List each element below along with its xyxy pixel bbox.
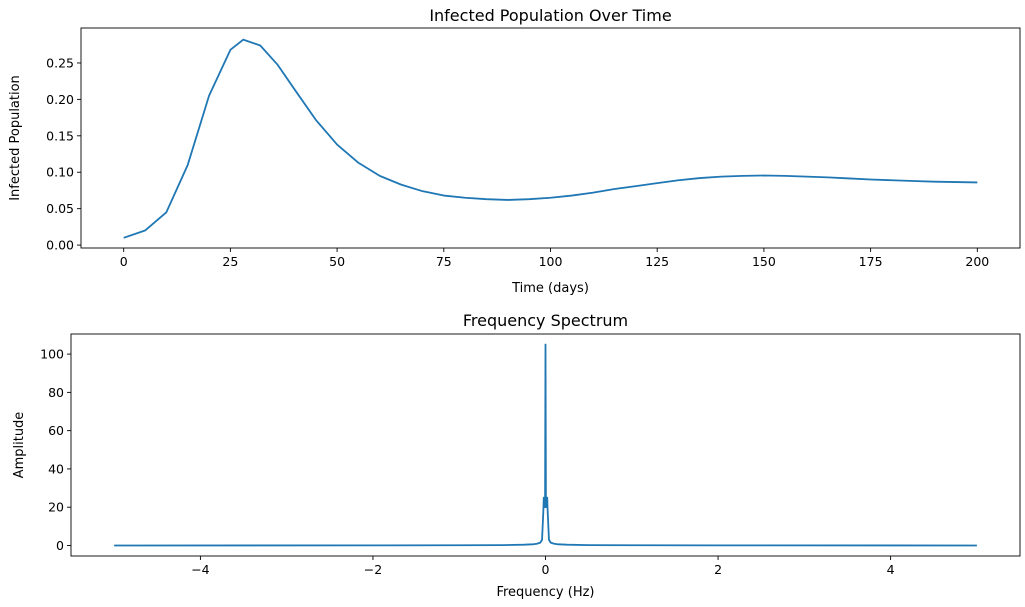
y-tick-label: 0.20 [46,92,74,107]
x-tick-label: 200 [965,254,989,269]
y-tick-label: 100 [40,347,64,362]
x-tick-label: 75 [436,254,452,269]
y-axis-label: Infected Population [8,75,23,201]
x-axis-label: Frequency (Hz) [496,585,594,600]
axes-frame [80,27,1021,249]
y-tick-label: 0.05 [46,201,74,216]
x-tick-label: 0 [542,562,550,577]
x-tick-label: −4 [191,562,209,577]
x-tick-label: 125 [645,254,669,269]
x-tick-label: 4 [887,562,895,577]
y-tick-label: 80 [48,385,64,400]
x-tick-label: −2 [364,562,382,577]
y-tick-label: 0.00 [46,238,74,253]
x-tick-label: 2 [714,562,722,577]
infected-population-chart: 0 25 50 75 100 125 150 175 200 0.00 0.05 0.10 0.15 0.… [8,6,1021,296]
x-tick-label: 25 [222,254,238,269]
x-tick-label: 0 [120,254,128,269]
x-tick-label: 50 [329,254,345,269]
x-tick-label: 175 [859,254,883,269]
chart-title: Infected Population Over Time [429,6,671,25]
x-axis-label: Time (days) [511,281,589,296]
y-tick-label: 60 [48,423,64,438]
series-line [123,38,978,239]
series-line [114,343,977,547]
y-tick-label: 40 [48,461,64,476]
x-tick-label: 150 [752,254,776,269]
y-axis-label: Amplitude [12,412,27,479]
chart-title: Frequency Spectrum [463,311,628,330]
y-tick-label: 0.10 [46,165,74,180]
y-tick-label: 0.15 [46,128,74,143]
y-tick-label: 0.25 [46,55,74,70]
x-tick-label: 100 [539,254,563,269]
y-tick-label: 20 [48,500,64,515]
y-tick-label: 0 [56,538,64,553]
